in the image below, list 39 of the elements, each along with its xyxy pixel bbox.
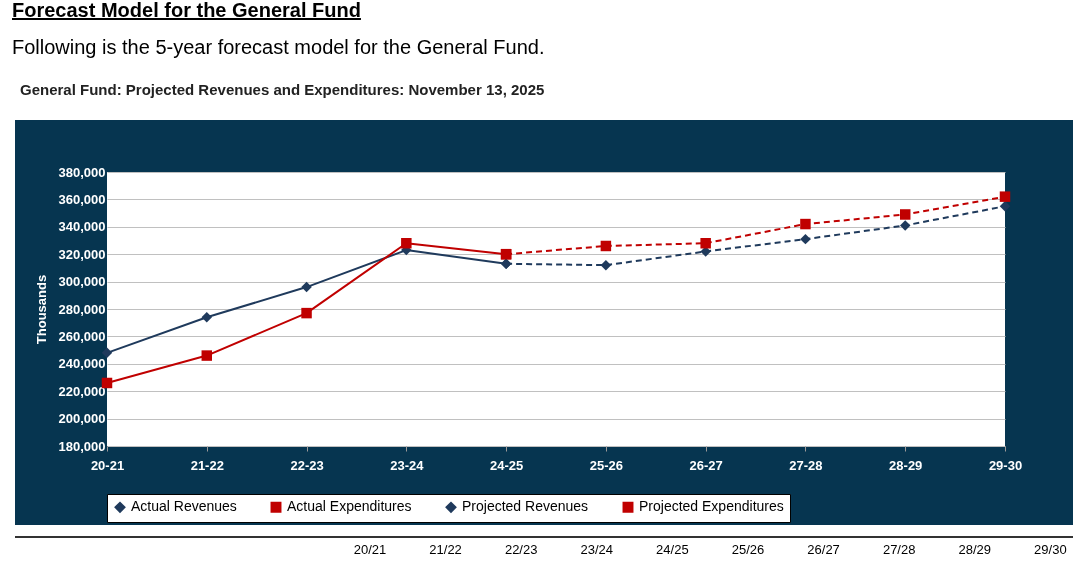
text: Forecast Model for the General Fund	[12, 0, 361, 22]
y-tick-label: 260,000	[58, 328, 106, 344]
text: 22/23	[503, 542, 539, 557]
legend-label: Actual Expenditures	[287, 498, 412, 515]
x-tick-label: 27-28	[789, 457, 823, 473]
text: 27/28	[881, 542, 917, 557]
y-tick-label: 360,000	[58, 191, 106, 207]
x-tick-label: 22-23	[290, 457, 324, 473]
x-tick-label: 21-22	[190, 457, 224, 473]
y-tick-label: 220,000	[58, 383, 106, 399]
y-axis-title: Thousands	[33, 274, 49, 345]
chart-title: General Fund: Projected Revenues and Expenditures: November 13, 2025	[20, 81, 545, 98]
x-tick-label: 29-30	[988, 457, 1023, 473]
text: 20/21	[352, 542, 388, 557]
text: 24/25	[655, 542, 690, 557]
text: 29/30	[1033, 542, 1068, 557]
legend-label: Projected Expenditures	[639, 498, 784, 515]
x-tick-label: 24-25	[489, 457, 524, 473]
x-tick-label: 20-21	[90, 457, 125, 473]
x-tick-label: 28-29	[889, 457, 923, 473]
y-tick-label: 340,000	[58, 219, 106, 235]
x-tick-label: 23-24	[390, 457, 425, 473]
y-tick-label: 240,000	[58, 356, 106, 372]
y-tick-label: 300,000	[58, 274, 106, 290]
text: 26/27	[806, 542, 841, 557]
x-tick-label: 26-27	[689, 457, 723, 473]
y-tick-label: 320,000	[58, 246, 106, 262]
legend-label: Actual Revenues	[131, 498, 237, 515]
y-tick-label: 280,000	[58, 301, 106, 317]
text: 28/29	[957, 542, 993, 557]
x-tick-label: 25-26	[589, 457, 624, 473]
text: 23/24	[579, 542, 615, 557]
y-tick-label: 200,000	[58, 411, 106, 427]
text: Following is the 5-year forecast model for the General Fund.	[12, 36, 545, 59]
y-tick-label: 180,000	[58, 438, 106, 454]
y-tick-label: 380,000	[58, 164, 106, 180]
text: 25/26	[730, 542, 766, 557]
legend-label: Projected Revenues	[462, 498, 589, 515]
text: 21/22	[428, 542, 463, 557]
